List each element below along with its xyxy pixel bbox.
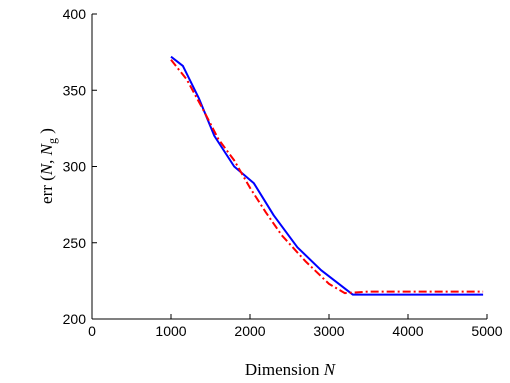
y-axis-label: err (N, Ng ) xyxy=(37,128,59,204)
x-axis-label-text: Dimension xyxy=(245,360,324,379)
y-tick-label: 200 xyxy=(63,311,87,327)
x-tick-label: 2000 xyxy=(234,323,265,339)
x-ticks: 0 1000 2000 3000 4000 5000 xyxy=(88,314,503,339)
y-axis-label-var: N xyxy=(37,162,56,176)
x-tick-label: 4000 xyxy=(392,323,423,339)
x-tick-label: 1000 xyxy=(155,323,186,339)
y-tick-label: 400 xyxy=(63,6,87,22)
x-axis-label: Dimension N xyxy=(245,360,337,379)
y-ticks: 200 250 300 350 400 xyxy=(63,6,97,327)
y-tick-label: 300 xyxy=(63,159,87,175)
series-layer xyxy=(170,55,484,296)
x-tick-label: 5000 xyxy=(471,323,502,339)
series-line-1 xyxy=(170,55,484,296)
y-axis-label-text: err ( xyxy=(37,175,56,204)
y-tick-label: 250 xyxy=(63,235,87,251)
plot-frame xyxy=(92,14,487,319)
x-tick-label: 3000 xyxy=(313,323,344,339)
series-line-2 xyxy=(170,59,484,295)
plot-area xyxy=(91,14,487,320)
x-axis-label-var: N xyxy=(323,360,337,379)
y-axis-label-subscript: g xyxy=(45,138,59,144)
y-tick-label: 350 xyxy=(63,82,87,98)
x-tick-label: 0 xyxy=(88,323,96,339)
